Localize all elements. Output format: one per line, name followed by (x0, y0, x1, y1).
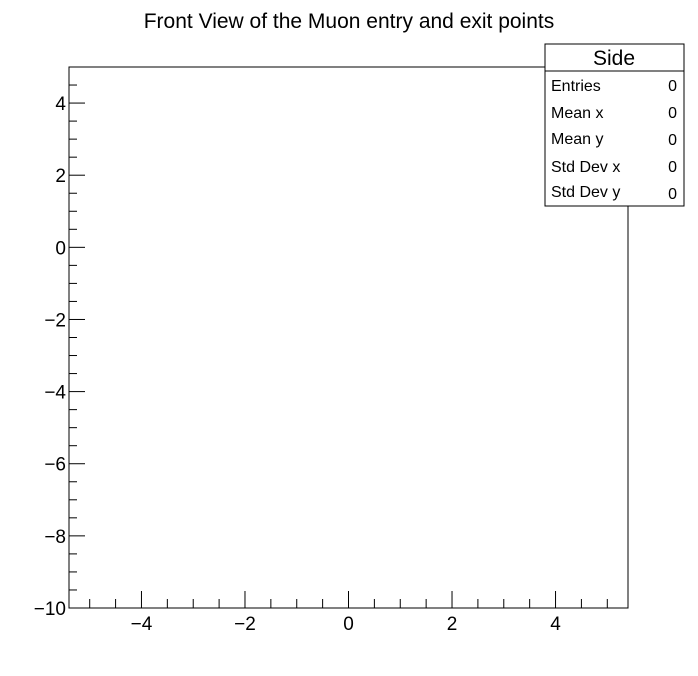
stats-std-dev-y-label: Std Dev y (551, 184, 620, 201)
x-tick-label: −2 (234, 614, 256, 635)
stats-box-title: Side (593, 47, 635, 70)
y-tick-label: −6 (44, 455, 66, 476)
y-tick-label: 4 (55, 94, 66, 115)
x-tick-label: 2 (447, 614, 458, 635)
y-tick-label: 0 (55, 238, 66, 259)
y-tick-label: −4 (44, 383, 66, 404)
x-tick-label: −4 (131, 614, 153, 635)
stats-mean-x-value: 0 (668, 105, 677, 122)
x-tick-label: 0 (343, 614, 354, 635)
y-tick-label: 2 (55, 166, 66, 187)
stats-std-dev-x-value: 0 (668, 159, 677, 176)
stats-box: Side Entries 0 Mean x 0 Mean y 0 Std Dev… (544, 43, 685, 207)
y-axis: −10 −8 −6 −4 −2 0 2 4 (34, 66, 85, 620)
stats-std-dev-y-value: 0 (668, 186, 677, 203)
y-tick-label: −2 (44, 310, 66, 331)
x-axis: −4 −2 0 2 4 (89, 591, 608, 635)
y-tick-label: −8 (44, 527, 66, 548)
stats-std-dev-x-label: Std Dev x (551, 159, 620, 176)
stats-mean-y-value: 0 (668, 132, 677, 149)
stats-entries-label: Entries (551, 78, 601, 95)
stats-entries-value: 0 (668, 78, 677, 95)
stats-mean-x-label: Mean x (551, 105, 603, 122)
plot-frame (68, 66, 629, 609)
y-tick-label: −10 (34, 599, 66, 620)
x-tick-label: 4 (550, 614, 561, 635)
chart-title: Front View of the Muon entry and exit po… (144, 10, 555, 33)
stats-mean-y-label: Mean y (551, 131, 603, 148)
